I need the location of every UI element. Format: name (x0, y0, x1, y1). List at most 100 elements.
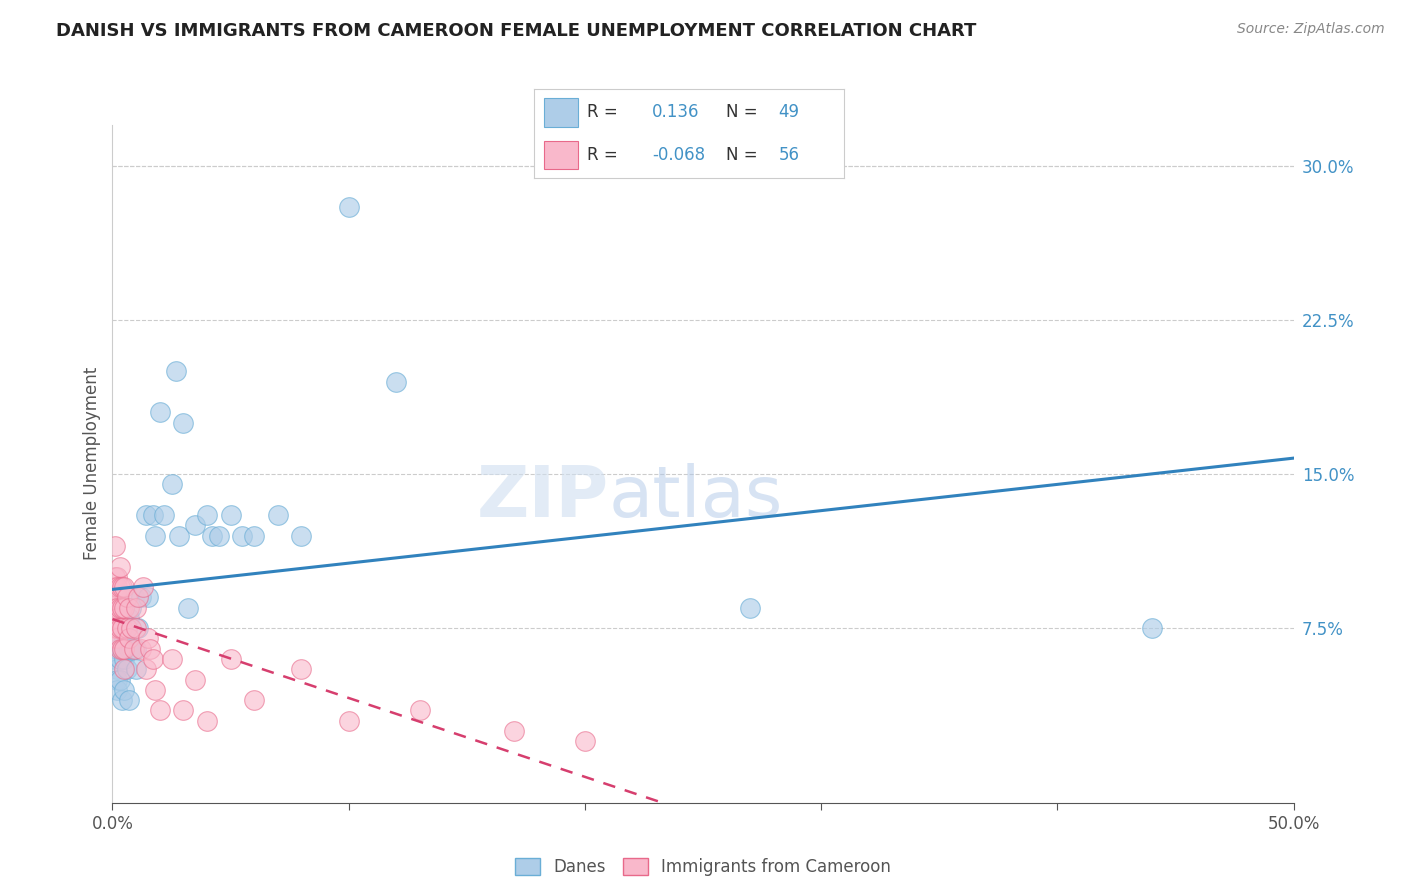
Point (108, 559, 131, 574)
Point (115, 621, 138, 635)
Point (105, 641, 128, 656)
Point (243, 693, 266, 707)
Y-axis label: Female Unemployment: Female Unemployment (83, 368, 101, 560)
Point (135, 662, 157, 676)
Point (112, 652, 135, 666)
Text: 56: 56 (779, 146, 800, 164)
Point (219, 652, 242, 666)
Point (135, 508, 157, 523)
Point (129, 641, 152, 656)
Point (104, 580, 127, 594)
Point (139, 641, 162, 656)
Point (115, 621, 138, 635)
Point (165, 364, 187, 378)
Point (112, 682, 135, 697)
Point (290, 529, 312, 543)
Point (112, 600, 135, 615)
Point (105, 673, 128, 687)
Point (127, 591, 149, 605)
Point (177, 600, 200, 615)
Point (122, 591, 145, 605)
Text: Source: ZipAtlas.com: Source: ZipAtlas.com (1237, 22, 1385, 37)
Point (172, 416, 194, 430)
Point (219, 508, 242, 523)
Point (111, 693, 134, 707)
Point (132, 580, 155, 594)
Point (112, 632, 135, 646)
Point (184, 673, 207, 687)
Point (136, 591, 159, 605)
Point (104, 632, 127, 646)
Point (105, 591, 128, 605)
Point (267, 508, 290, 523)
Text: 0.136: 0.136 (652, 103, 699, 121)
Point (143, 682, 166, 697)
Text: R =: R = (586, 146, 617, 164)
Text: ZIP: ZIP (477, 463, 609, 533)
Point (111, 641, 134, 656)
Point (118, 611, 141, 625)
Point (574, 734, 596, 748)
Point (115, 591, 138, 605)
Point (108, 580, 131, 594)
Point (503, 723, 526, 738)
Point (195, 714, 218, 728)
Point (111, 641, 134, 656)
Point (104, 611, 127, 625)
Point (337, 200, 360, 214)
Point (385, 375, 408, 389)
Point (160, 477, 183, 491)
Point (243, 529, 266, 543)
Text: 49: 49 (779, 103, 800, 121)
Point (125, 641, 148, 656)
Point (108, 641, 131, 656)
Point (112, 641, 135, 656)
Point (129, 591, 152, 605)
Point (153, 508, 176, 523)
Point (112, 580, 135, 594)
Point (160, 652, 183, 666)
Point (125, 621, 148, 635)
Point (208, 529, 231, 543)
Point (105, 580, 128, 594)
Point (136, 632, 159, 646)
Point (105, 570, 128, 584)
Point (105, 682, 128, 697)
Point (111, 580, 134, 594)
Point (105, 611, 128, 625)
Point (184, 518, 207, 533)
Point (104, 600, 127, 615)
Bar (544, 141, 578, 169)
Point (115, 662, 138, 676)
Text: -0.068: -0.068 (652, 146, 704, 164)
Point (231, 529, 253, 543)
Point (104, 652, 127, 666)
Point (111, 621, 134, 635)
Text: N =: N = (725, 103, 758, 121)
Point (105, 600, 128, 615)
Point (337, 714, 360, 728)
Point (201, 529, 224, 543)
Point (195, 508, 218, 523)
Point (142, 652, 165, 666)
Text: R =: R = (586, 103, 617, 121)
Point (1140, 621, 1163, 635)
Point (120, 641, 142, 656)
Point (122, 641, 145, 656)
Point (118, 693, 141, 707)
Point (120, 600, 142, 615)
Point (125, 600, 148, 615)
Point (108, 632, 131, 646)
Point (408, 703, 430, 717)
Point (118, 600, 141, 615)
Point (108, 600, 131, 615)
Point (290, 662, 312, 676)
Point (105, 632, 128, 646)
Point (104, 570, 127, 584)
Point (172, 703, 194, 717)
Point (108, 621, 131, 635)
Text: N =: N = (725, 146, 758, 164)
Point (104, 621, 127, 635)
Point (105, 621, 128, 635)
Legend: Danes, Immigrants from Cameroon: Danes, Immigrants from Cameroon (509, 851, 897, 882)
